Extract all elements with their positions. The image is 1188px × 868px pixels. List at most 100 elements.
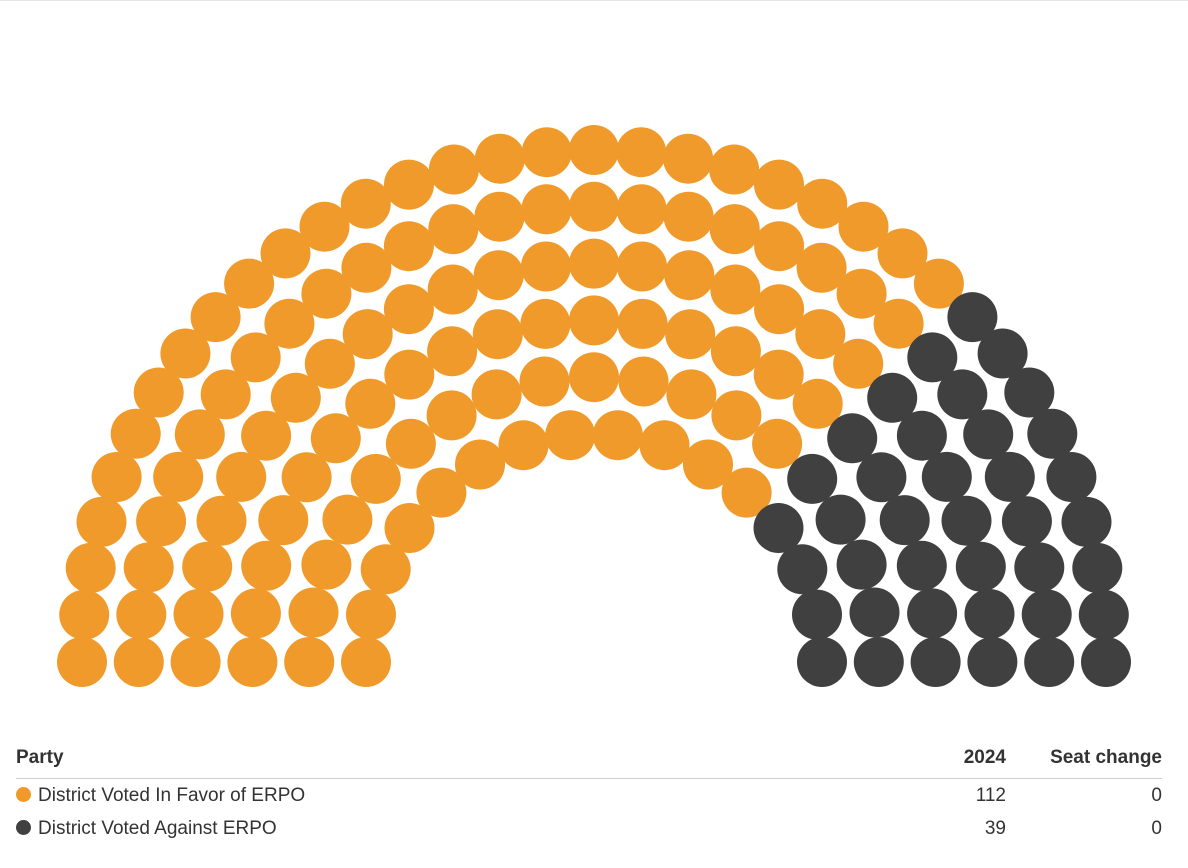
- seat-favor: [304, 338, 355, 389]
- legend-header-party: Party: [16, 744, 896, 779]
- seat-favor: [350, 453, 401, 504]
- seat-favor: [664, 250, 715, 301]
- seat-against: [827, 413, 878, 464]
- seat-favor: [113, 637, 164, 687]
- seat-favor: [639, 420, 690, 471]
- legend-swatch-against: [16, 819, 31, 835]
- seat-favor: [427, 264, 478, 315]
- seat-favor: [264, 298, 315, 349]
- seat-favor: [519, 356, 570, 407]
- seat-favor: [384, 349, 435, 400]
- seat-favor: [384, 503, 435, 553]
- seat-favor: [710, 326, 761, 377]
- seat-favor: [521, 127, 572, 178]
- legend-swatch-favor: [16, 786, 31, 802]
- seat-favor: [473, 250, 524, 301]
- seat-favor: [427, 326, 478, 377]
- seat-favor: [299, 201, 350, 252]
- seat-against: [853, 637, 904, 687]
- seat-against: [967, 637, 1018, 687]
- seat-against: [797, 637, 847, 687]
- seat-favor: [709, 204, 760, 255]
- seat-favor: [133, 367, 184, 418]
- seat-favor: [753, 349, 804, 400]
- seat-against: [955, 541, 1006, 592]
- seat-favor: [792, 378, 843, 429]
- seat-against: [792, 589, 842, 640]
- seat-favor: [200, 369, 251, 420]
- seat-against: [1027, 408, 1078, 459]
- seat-favor: [663, 191, 714, 242]
- seat-favor: [383, 284, 434, 335]
- seat-favor: [797, 178, 848, 229]
- seat-favor: [569, 295, 619, 346]
- seat-favor: [260, 228, 311, 279]
- seat-against: [1014, 542, 1065, 593]
- seat-favor: [345, 378, 396, 429]
- seat-against: [921, 451, 972, 502]
- seat-against: [1078, 589, 1129, 640]
- seat-against: [963, 409, 1014, 460]
- seat-favor: [569, 125, 619, 175]
- seat-against: [836, 539, 887, 590]
- seat-favor: [341, 637, 391, 687]
- legend-header-row: Party 2024 Seat change: [16, 744, 1162, 779]
- seat-favor: [666, 369, 717, 420]
- seat-against: [896, 410, 947, 461]
- legend-row: District Voted Against ERPO 39 0: [16, 812, 1162, 845]
- seat-favor: [258, 495, 309, 546]
- legend-header-year: 2024: [896, 744, 1006, 779]
- seat-favor: [592, 410, 643, 461]
- seat-against: [1024, 637, 1075, 687]
- seat-against: [815, 494, 866, 545]
- seat-against: [1004, 367, 1055, 418]
- seat-favor: [281, 452, 332, 503]
- seat-against: [1061, 496, 1112, 547]
- seat-favor: [174, 409, 225, 460]
- seat-favor: [683, 439, 733, 490]
- seat-favor: [836, 268, 887, 319]
- seat-favor: [224, 258, 275, 309]
- seat-favor: [76, 496, 127, 547]
- seat-favor: [123, 542, 174, 593]
- seat-favor: [230, 332, 281, 383]
- seat-favor: [216, 451, 267, 502]
- seat-favor: [838, 201, 889, 252]
- seat-against: [1021, 589, 1072, 640]
- legend-label-against: District Voted Against ERPO: [38, 817, 277, 839]
- seat-favor: [360, 544, 411, 595]
- seat-favor: [474, 191, 525, 242]
- legend-change-against: 0: [1151, 817, 1162, 839]
- seat-against: [856, 452, 907, 503]
- seat-favor: [711, 390, 762, 441]
- seat-favor: [569, 238, 619, 289]
- seat-favor: [241, 410, 292, 461]
- seat-against: [947, 292, 998, 343]
- legend-seats-favor: 112: [975, 784, 1006, 806]
- seat-against: [787, 453, 838, 504]
- seat-against: [867, 372, 918, 423]
- seat-against: [1046, 452, 1097, 502]
- seat-favor: [182, 541, 233, 592]
- legend-table: Party 2024 Seat change District Voted In…: [16, 744, 1162, 845]
- seat-favor: [618, 356, 669, 407]
- seat-favor: [91, 452, 142, 502]
- legend-seats-against: 39: [984, 817, 1006, 839]
- seat-favor: [301, 268, 352, 319]
- seat-favor: [284, 637, 335, 687]
- seat-favor: [833, 338, 884, 389]
- seat-against: [1081, 637, 1131, 687]
- seat-favor: [310, 413, 361, 464]
- seat-favor: [616, 184, 667, 235]
- seat-favor: [665, 309, 716, 360]
- seat-against: [977, 328, 1028, 379]
- seat-favor: [721, 467, 772, 518]
- seat-favor: [385, 418, 436, 469]
- parliament-chart: [57, 125, 1131, 687]
- seat-favor: [455, 439, 505, 490]
- seat-favor: [241, 540, 292, 591]
- seat-favor: [170, 637, 221, 687]
- seat-favor: [873, 298, 924, 349]
- seat-favor: [342, 309, 393, 360]
- seat-favor: [796, 242, 847, 293]
